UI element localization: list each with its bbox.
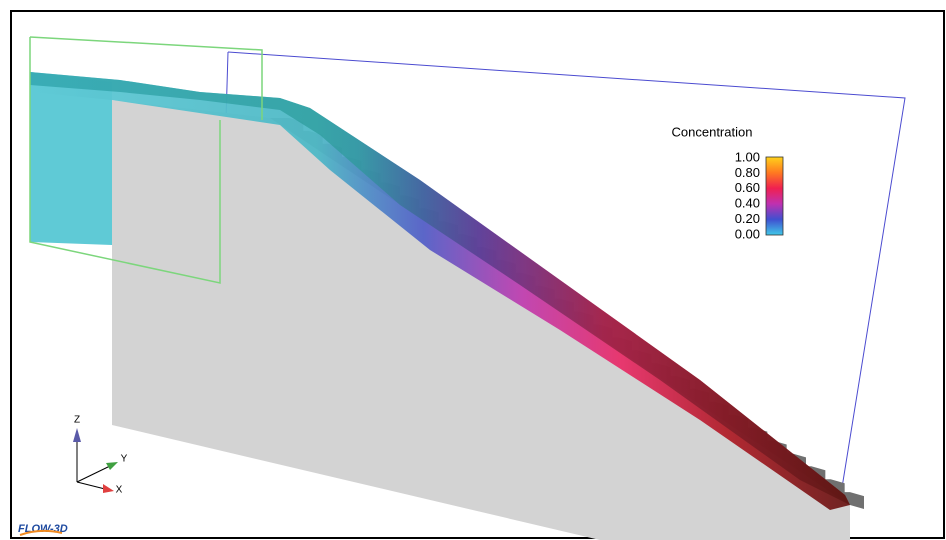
z-label: Z (74, 415, 80, 426)
legend-label: 1.00 (735, 149, 760, 164)
legend-label: 0.60 (735, 180, 760, 195)
y-label: Y (121, 454, 128, 465)
legend-label: 0.80 (735, 165, 760, 180)
legend-label: 0.00 (735, 226, 760, 241)
render-view: Concentration 1.000.800.600.400.200.00 Z… (0, 0, 946, 540)
color-bar (766, 157, 783, 235)
legend-label: 0.40 (735, 196, 760, 211)
page: Concentration 1.000.800.600.400.200.00 Z… (0, 0, 946, 540)
legend-title: Concentration (672, 124, 753, 139)
x-label: X (116, 485, 123, 496)
legend-labels: 1.000.800.600.400.200.00 (735, 149, 760, 241)
legend-label: 0.20 (735, 211, 760, 226)
